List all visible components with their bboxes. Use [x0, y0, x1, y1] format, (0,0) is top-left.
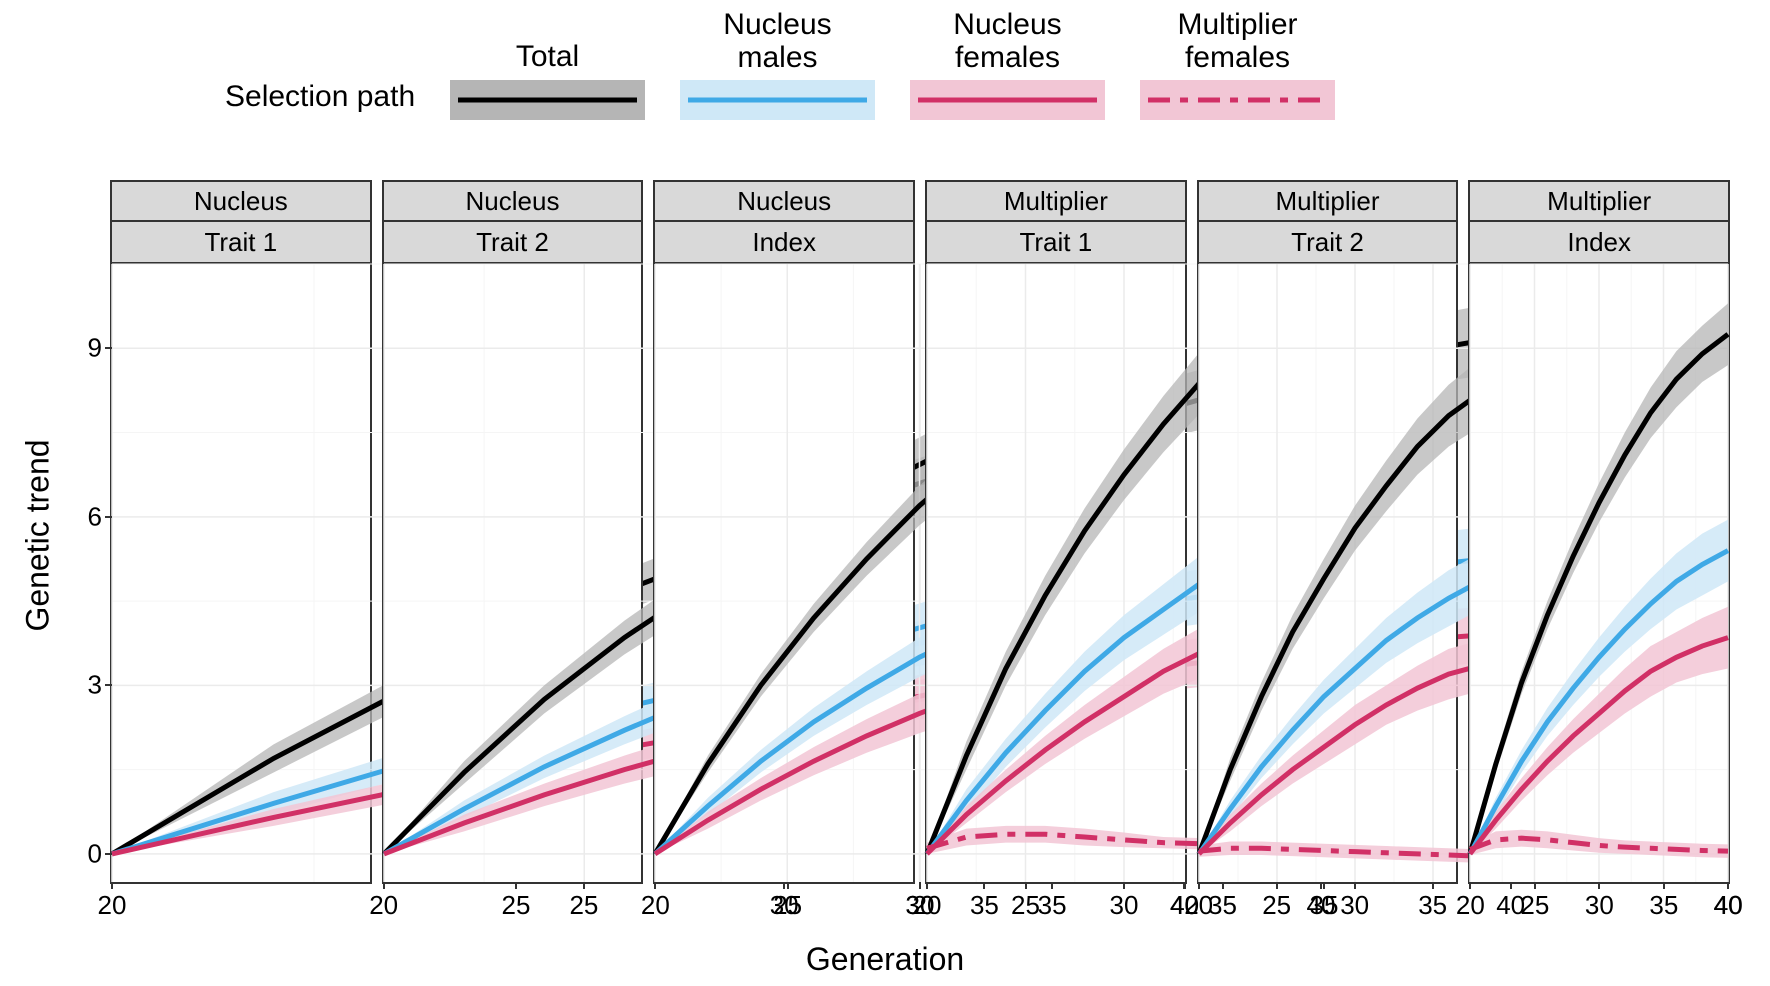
- facet-strip-top: Nucleus: [110, 180, 372, 222]
- legend-key-swatch: [450, 80, 645, 120]
- plot-region: 20253035400369: [110, 264, 372, 884]
- facet-panel: NucleusIndex2025303540: [653, 180, 915, 890]
- x-tick-label: 35: [1418, 882, 1447, 921]
- plot-svg: [1199, 264, 1457, 882]
- figure-root: Selection path Total Nucleusmales Nucleusf…: [0, 0, 1770, 986]
- plot-region: 2025303540: [1468, 264, 1730, 884]
- x-tick-label: 20: [1456, 882, 1485, 921]
- facet-strip-bottom: Index: [653, 222, 915, 264]
- legend-key-label: Multiplierfemales: [1140, 8, 1335, 74]
- facet-strip-bottom: Trait 1: [925, 222, 1187, 264]
- facet-strip-bottom: Index: [1468, 222, 1730, 264]
- facet-panel: MultiplierTrait 22025303540: [1197, 180, 1459, 890]
- x-tick-label: 20: [913, 882, 942, 921]
- facet-panel: MultiplierTrait 12025303540: [925, 180, 1187, 890]
- facet-panel: NucleusTrait 120253035400369: [110, 180, 372, 890]
- legend-key-swatch: [1140, 80, 1335, 120]
- legend-key-label: Nucleusfemales: [910, 8, 1105, 74]
- legend-key-label: Total: [450, 40, 645, 73]
- facet-strip-top: Nucleus: [382, 180, 644, 222]
- x-tick-label: 20: [1184, 882, 1213, 921]
- x-tick-label: 25: [1520, 882, 1549, 921]
- x-tick-label: 30: [1340, 882, 1369, 921]
- plot-svg: [655, 264, 913, 882]
- facet-strip-bottom: Trait 2: [382, 222, 644, 264]
- plot-region: 2025303540: [653, 264, 915, 884]
- x-tick-label: 20: [98, 882, 127, 921]
- y-tick-label: 9: [88, 333, 112, 364]
- legend-title: Selection path: [225, 80, 415, 114]
- plot-svg: [927, 264, 1185, 882]
- facet-panel: NucleusTrait 22025303540: [382, 180, 644, 890]
- x-tick-label: 20: [369, 882, 398, 921]
- x-tick-label: 25: [1262, 882, 1291, 921]
- x-tick-label: 25: [569, 882, 598, 921]
- facet-panels: NucleusTrait 120253035400369NucleusTrait…: [110, 180, 1730, 890]
- x-axis-title: Generation: [0, 941, 1770, 978]
- facet-strip-top: Multiplier: [925, 180, 1187, 222]
- x-tick-label: 40: [1714, 882, 1743, 921]
- plot-region: 2025303540: [1197, 264, 1459, 884]
- y-axis-title: Genetic trend: [18, 180, 58, 890]
- plot-svg: [1470, 264, 1728, 882]
- legend-key-label: Nucleusmales: [680, 8, 875, 74]
- plot-region: 2025303540: [925, 264, 1187, 884]
- plot-svg: [112, 264, 370, 882]
- facet-panel: MultiplierIndex2025303540: [1468, 180, 1730, 890]
- x-tick-label: 35: [1649, 882, 1678, 921]
- legend-key-swatch: [680, 80, 875, 120]
- x-tick-label: 30: [1585, 882, 1614, 921]
- plot-region: 2025303540: [382, 264, 644, 884]
- x-tick-label: 20: [641, 882, 670, 921]
- x-tick-label: 25: [1011, 882, 1040, 921]
- x-tick-label: 25: [773, 882, 802, 921]
- legend-key-swatch: [910, 80, 1105, 120]
- facet-strip-top: Multiplier: [1468, 180, 1730, 222]
- facet-strip-bottom: Trait 1: [110, 222, 372, 264]
- y-tick-label: 0: [88, 838, 112, 869]
- y-tick-label: 3: [88, 670, 112, 701]
- facet-strip-top: Multiplier: [1197, 180, 1459, 222]
- x-tick-label: 30: [1110, 882, 1139, 921]
- legend: Selection path Total Nucleusmales Nucleusf…: [0, 0, 1770, 160]
- plot-svg: [384, 264, 642, 882]
- y-tick-label: 6: [88, 501, 112, 532]
- facet-strip-top: Nucleus: [653, 180, 915, 222]
- facet-strip-bottom: Trait 2: [1197, 222, 1459, 264]
